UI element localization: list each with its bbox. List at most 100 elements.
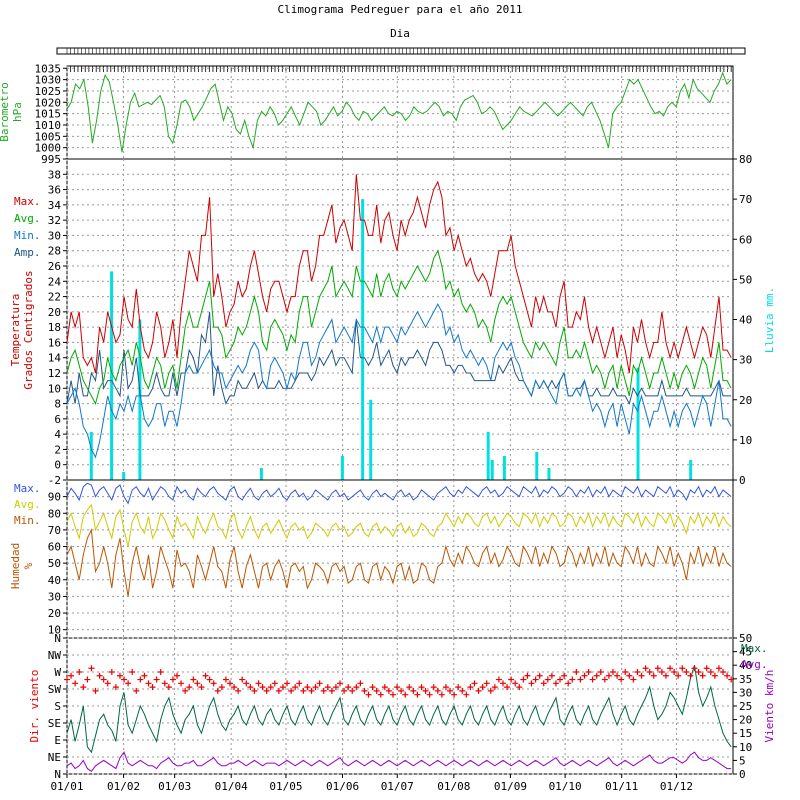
- wind-direction-marker: [691, 665, 698, 672]
- wind-direction-marker: [544, 676, 551, 683]
- chart-subtitle: Dia: [390, 27, 410, 40]
- wind-direction-marker: [516, 684, 523, 691]
- wind-direction-marker: [292, 684, 299, 691]
- y-tick-label: 80: [48, 507, 61, 520]
- wind-direction-marker: [434, 687, 441, 694]
- wind-direction-marker: [169, 676, 176, 683]
- y-tick-label: 18: [48, 321, 61, 334]
- wind-direction-marker: [271, 680, 278, 687]
- y2-tick-label: 50: [739, 632, 752, 645]
- temperature-amp-line: [66, 311, 732, 405]
- y-tick-label: 10: [48, 624, 61, 637]
- y-tick-label: 14: [48, 352, 62, 365]
- wind-direction-marker: [512, 680, 519, 687]
- wind-direction-marker: [524, 672, 531, 679]
- wind-direction-marker: [263, 687, 270, 694]
- wind-direction-marker: [683, 669, 690, 675]
- wind-direction-marker: [398, 687, 405, 694]
- direction-tick-label: E: [54, 734, 61, 747]
- temperature-avg-line: [66, 249, 732, 405]
- wind-direction-marker: [235, 687, 242, 694]
- direction-tick-label: N: [54, 632, 61, 645]
- y-tick-label: 10: [48, 382, 61, 395]
- y-tick-label: 16: [48, 336, 61, 349]
- y-tick-label: 1005: [35, 130, 62, 143]
- y-tick-label: 1025: [35, 85, 62, 98]
- wind-direction-marker: [316, 680, 323, 687]
- wind-direction-marker: [377, 691, 384, 698]
- wind-direction-marker: [707, 669, 714, 675]
- wind-direction-marker: [679, 665, 686, 672]
- barometer-line: [66, 71, 732, 153]
- month-tick-label: 01/01: [50, 780, 83, 793]
- wind-direction-marker: [658, 669, 665, 675]
- direction-tick-label: S: [54, 700, 61, 713]
- wind-direction-marker: [687, 672, 694, 679]
- humidity-legend-entry: Max.: [14, 482, 41, 495]
- y-tick-label: 34: [48, 199, 62, 212]
- temperature-min-line: [66, 303, 732, 459]
- wind-direction-marker: [540, 680, 547, 687]
- wind-direction-marker: [504, 684, 511, 691]
- y-tick-label: 40: [48, 574, 61, 587]
- wind-direction-marker: [630, 676, 637, 683]
- wind-direction-marker: [125, 680, 132, 687]
- month-tick-label: 01/12: [660, 780, 693, 793]
- humidity-legend-entry: Avg.: [14, 498, 41, 511]
- y-tick-label: 20: [48, 607, 61, 620]
- y-tick-label: 1020: [35, 96, 62, 109]
- wind-direction-marker: [149, 684, 156, 691]
- wind-direction-marker: [508, 676, 515, 683]
- wind-direction-marker: [202, 672, 209, 679]
- wind-direction-marker: [300, 687, 307, 694]
- direction-tick-label: SW: [48, 683, 62, 696]
- wind-direction-marker: [487, 687, 494, 694]
- wind-direction-marker: [459, 687, 466, 694]
- y2-tick-label: 20: [739, 714, 752, 727]
- wind-direction-marker: [638, 672, 645, 679]
- wind-direction-marker: [80, 684, 87, 691]
- wind-direction-marker: [190, 676, 197, 683]
- wind-direction-marker: [332, 684, 339, 691]
- wind-direction-marker: [414, 691, 421, 698]
- wind-direction-marker: [178, 680, 185, 687]
- wind-direction-marker: [483, 680, 490, 687]
- wind-direction-marker: [137, 676, 144, 683]
- direction-tick-label: NW: [48, 649, 62, 662]
- wind-direction-marker: [251, 687, 258, 694]
- wind-direction-marker: [569, 676, 576, 683]
- y-tick-label: 20: [48, 306, 61, 319]
- wind-direction-marker: [728, 676, 735, 683]
- rain-bar: [110, 271, 114, 480]
- y2-tick-label: 15: [739, 727, 752, 740]
- wind-direction-marker: [536, 672, 543, 679]
- wind-direction-marker: [108, 669, 115, 675]
- wind-direction-marker: [129, 669, 136, 675]
- wind-direction-marker: [532, 676, 539, 683]
- month-tick-label: 01/03: [158, 780, 191, 793]
- wind-direction-marker: [703, 665, 710, 672]
- humidity-max-line: [66, 482, 732, 505]
- wind-direction-marker: [422, 687, 429, 694]
- wind-direction-marker: [186, 684, 193, 691]
- month-tick-label: 01/08: [437, 780, 470, 793]
- wind-max-line: [66, 665, 732, 754]
- wind-direction-marker: [361, 687, 368, 694]
- wind-direction-marker: [84, 676, 91, 683]
- wind-direction-marker: [548, 672, 555, 679]
- y2-tick-label: 40: [739, 659, 752, 672]
- y2-tick-label: 10: [739, 434, 752, 447]
- wind-direction-marker: [467, 684, 474, 691]
- wind-direction-marker: [438, 691, 445, 698]
- wind-direction-marker: [161, 680, 168, 687]
- wind-direction-marker: [402, 691, 409, 698]
- y2-tick-label: 0: [739, 474, 746, 487]
- y2-tick-label: 5: [739, 754, 746, 767]
- wind-direction-marker: [373, 687, 380, 694]
- wind-speed-axis-label: Viento km/h: [763, 670, 776, 743]
- wind-direction-marker: [389, 691, 396, 698]
- chart-title: Climograma Pedreguer para el año 2011: [277, 3, 522, 16]
- wind-direction-marker: [365, 691, 372, 698]
- wind-direction-marker: [133, 687, 140, 694]
